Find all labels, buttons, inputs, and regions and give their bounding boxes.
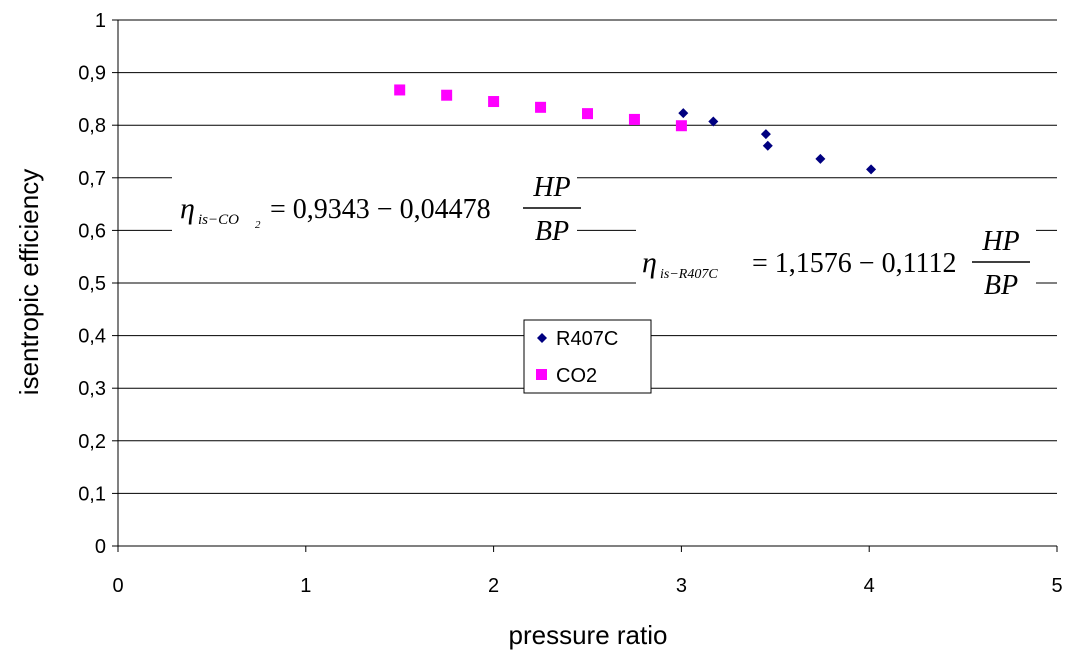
legend-label-co2: CO2	[556, 365, 597, 387]
point-co2	[628, 113, 640, 125]
y-tick-label: 0,6	[78, 220, 106, 242]
equation-co2-eta: η	[180, 192, 195, 225]
x-tick-label: 0	[112, 575, 123, 597]
point-r407c	[708, 116, 719, 127]
x-tick-label: 2	[488, 575, 499, 597]
point-r407c	[866, 164, 877, 175]
point-co2	[675, 120, 687, 132]
equation-co2-numerator: HP	[532, 172, 570, 203]
point-co2	[394, 84, 406, 96]
x-tick-label: 3	[676, 575, 687, 597]
equation-co2-subscript: is−CO	[198, 212, 239, 228]
legend-marker-r407c	[537, 333, 547, 343]
point-co2	[441, 89, 453, 101]
point-r407c	[762, 140, 773, 151]
equation-co2-subscript-2: 2	[255, 219, 261, 231]
legend-box	[523, 319, 652, 394]
equation-r407c-denominator: BP	[984, 270, 1018, 301]
x-tick-label: 1	[300, 575, 311, 597]
legend-marker-co2	[536, 369, 547, 380]
equation-r407c-bg	[636, 228, 1036, 310]
equation-r407c-rhs: = 1,1576 − 0,1112	[752, 248, 957, 279]
equation-r407c-subscript: is−R407C	[660, 267, 718, 282]
equation-r407c-numerator: HP	[981, 226, 1019, 257]
legend-label-r407c: R407C	[556, 328, 618, 350]
equation-co2-rhs: = 0,9343 − 0,04478	[270, 194, 491, 225]
y-tick-label: 0,7	[78, 168, 106, 190]
x-tick-label: 5	[1051, 575, 1062, 597]
equation-co2-bg	[172, 160, 577, 242]
equation-co2-denominator: BP	[535, 216, 569, 247]
point-r407c	[815, 153, 826, 164]
axes	[112, 19, 1058, 552]
y-tick-label: 1	[95, 10, 106, 32]
y-tick-labels: 0 0,1 0,2 0,3 0,4 0,5 0,6 0,7 0,8 0,9 1	[78, 10, 106, 558]
data-points	[394, 84, 877, 175]
point-co2	[535, 101, 547, 113]
equation-r407c-eta: η	[642, 246, 657, 279]
equation-co2: η is−CO 2 = 0,9343 − 0,04478 HP BP	[172, 160, 581, 247]
y-tick-label: 0,1	[78, 483, 106, 505]
x-axis-title: pressure ratio	[509, 620, 668, 650]
legend: R407C CO2	[523, 319, 652, 394]
y-tick-label: 0,8	[78, 115, 106, 137]
point-co2	[582, 108, 593, 120]
equation-r407c: η is−R407C = 1,1576 − 0,1112 HP BP	[636, 226, 1036, 310]
point-r407c	[678, 108, 689, 119]
y-tick-label: 0,4	[78, 326, 106, 348]
point-co2	[488, 96, 500, 108]
point-r407c	[760, 129, 771, 140]
y-tick-label: 0,9	[78, 63, 106, 85]
x-tick-labels: 0 1 2 3 4 5	[112, 575, 1062, 597]
y-tick-label: 0	[95, 536, 106, 558]
y-tick-label: 0,2	[78, 431, 106, 453]
y-tick-label: 0,3	[78, 378, 106, 400]
x-tick-label: 4	[864, 575, 875, 597]
y-tick-label: 0,5	[78, 273, 106, 295]
y-axis-title: isentropic efficiency	[14, 169, 44, 395]
